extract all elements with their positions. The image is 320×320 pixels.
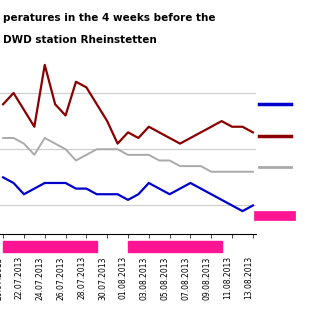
Text: 05.08.2013: 05.08.2013 — [161, 256, 170, 300]
Text: 07.08.2013: 07.08.2013 — [181, 256, 190, 300]
Text: DWD station Rheinstetten: DWD station Rheinstetten — [3, 35, 157, 45]
Text: 30.07.2013: 30.07.2013 — [98, 256, 107, 300]
Text: 28.07.2013: 28.07.2013 — [77, 256, 86, 300]
Text: 03.08.2013: 03.08.2013 — [140, 256, 149, 300]
Text: 24.07.2013: 24.07.2013 — [36, 256, 45, 300]
Text: 13.08.2013: 13.08.2013 — [244, 256, 253, 300]
Text: peratures in the 4 weeks before the: peratures in the 4 weeks before the — [3, 13, 216, 23]
Bar — [3, 241, 97, 252]
Bar — [128, 241, 222, 252]
Text: 01.08.2013: 01.08.2013 — [119, 256, 128, 300]
Text: 22.07.2013: 22.07.2013 — [15, 256, 24, 300]
Text: 09.08.2013: 09.08.2013 — [202, 256, 211, 300]
Text: 26.07.2013: 26.07.2013 — [57, 256, 66, 300]
Text: 11.08.2013: 11.08.2013 — [223, 256, 232, 299]
Text: 20.07.2013: 20.07.2013 — [0, 256, 3, 300]
